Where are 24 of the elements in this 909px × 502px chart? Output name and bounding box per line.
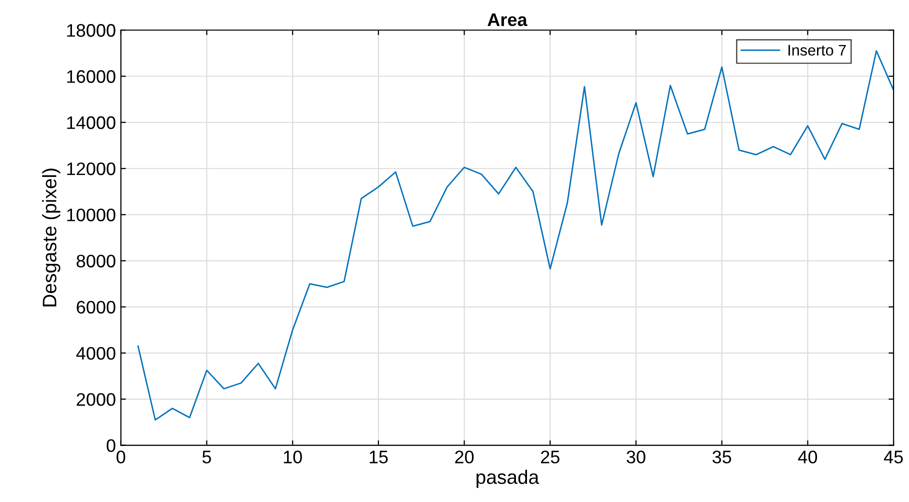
y-tick-label: 14000 bbox=[67, 116, 116, 130]
y-tick-label: 6000 bbox=[76, 300, 116, 314]
x-tick-label: 40 bbox=[798, 450, 818, 464]
x-tick-label: 10 bbox=[284, 450, 302, 464]
y-tick-label: 10000 bbox=[67, 208, 116, 222]
x-tick-label: 25 bbox=[541, 450, 560, 464]
x-tick-label: 35 bbox=[712, 450, 732, 464]
chart-title: Area bbox=[488, 14, 528, 26]
y-tick-label: 0 bbox=[106, 439, 116, 452]
y-tick-label: 8000 bbox=[76, 254, 116, 268]
x-tick-label: 30 bbox=[626, 450, 646, 464]
x-tick-label: 15 bbox=[370, 450, 388, 464]
x-axis-title: pasada bbox=[476, 470, 540, 488]
y-tick-label: 2000 bbox=[76, 393, 116, 406]
y-tick-label: 12000 bbox=[67, 162, 116, 176]
x-tick-label: 45 bbox=[884, 450, 903, 464]
x-tick-label: 5 bbox=[202, 450, 212, 464]
y-axis-title: Desgaste (pixel) bbox=[42, 168, 60, 306]
legend-label: Inserto 7 bbox=[788, 44, 846, 56]
y-tick-label: 4000 bbox=[76, 346, 116, 360]
x-tick-label: 20 bbox=[455, 450, 474, 464]
y-tick-label: 16000 bbox=[67, 70, 116, 83]
x-tick-label: 0 bbox=[116, 450, 126, 464]
y-tick-label: 18000 bbox=[67, 24, 116, 37]
